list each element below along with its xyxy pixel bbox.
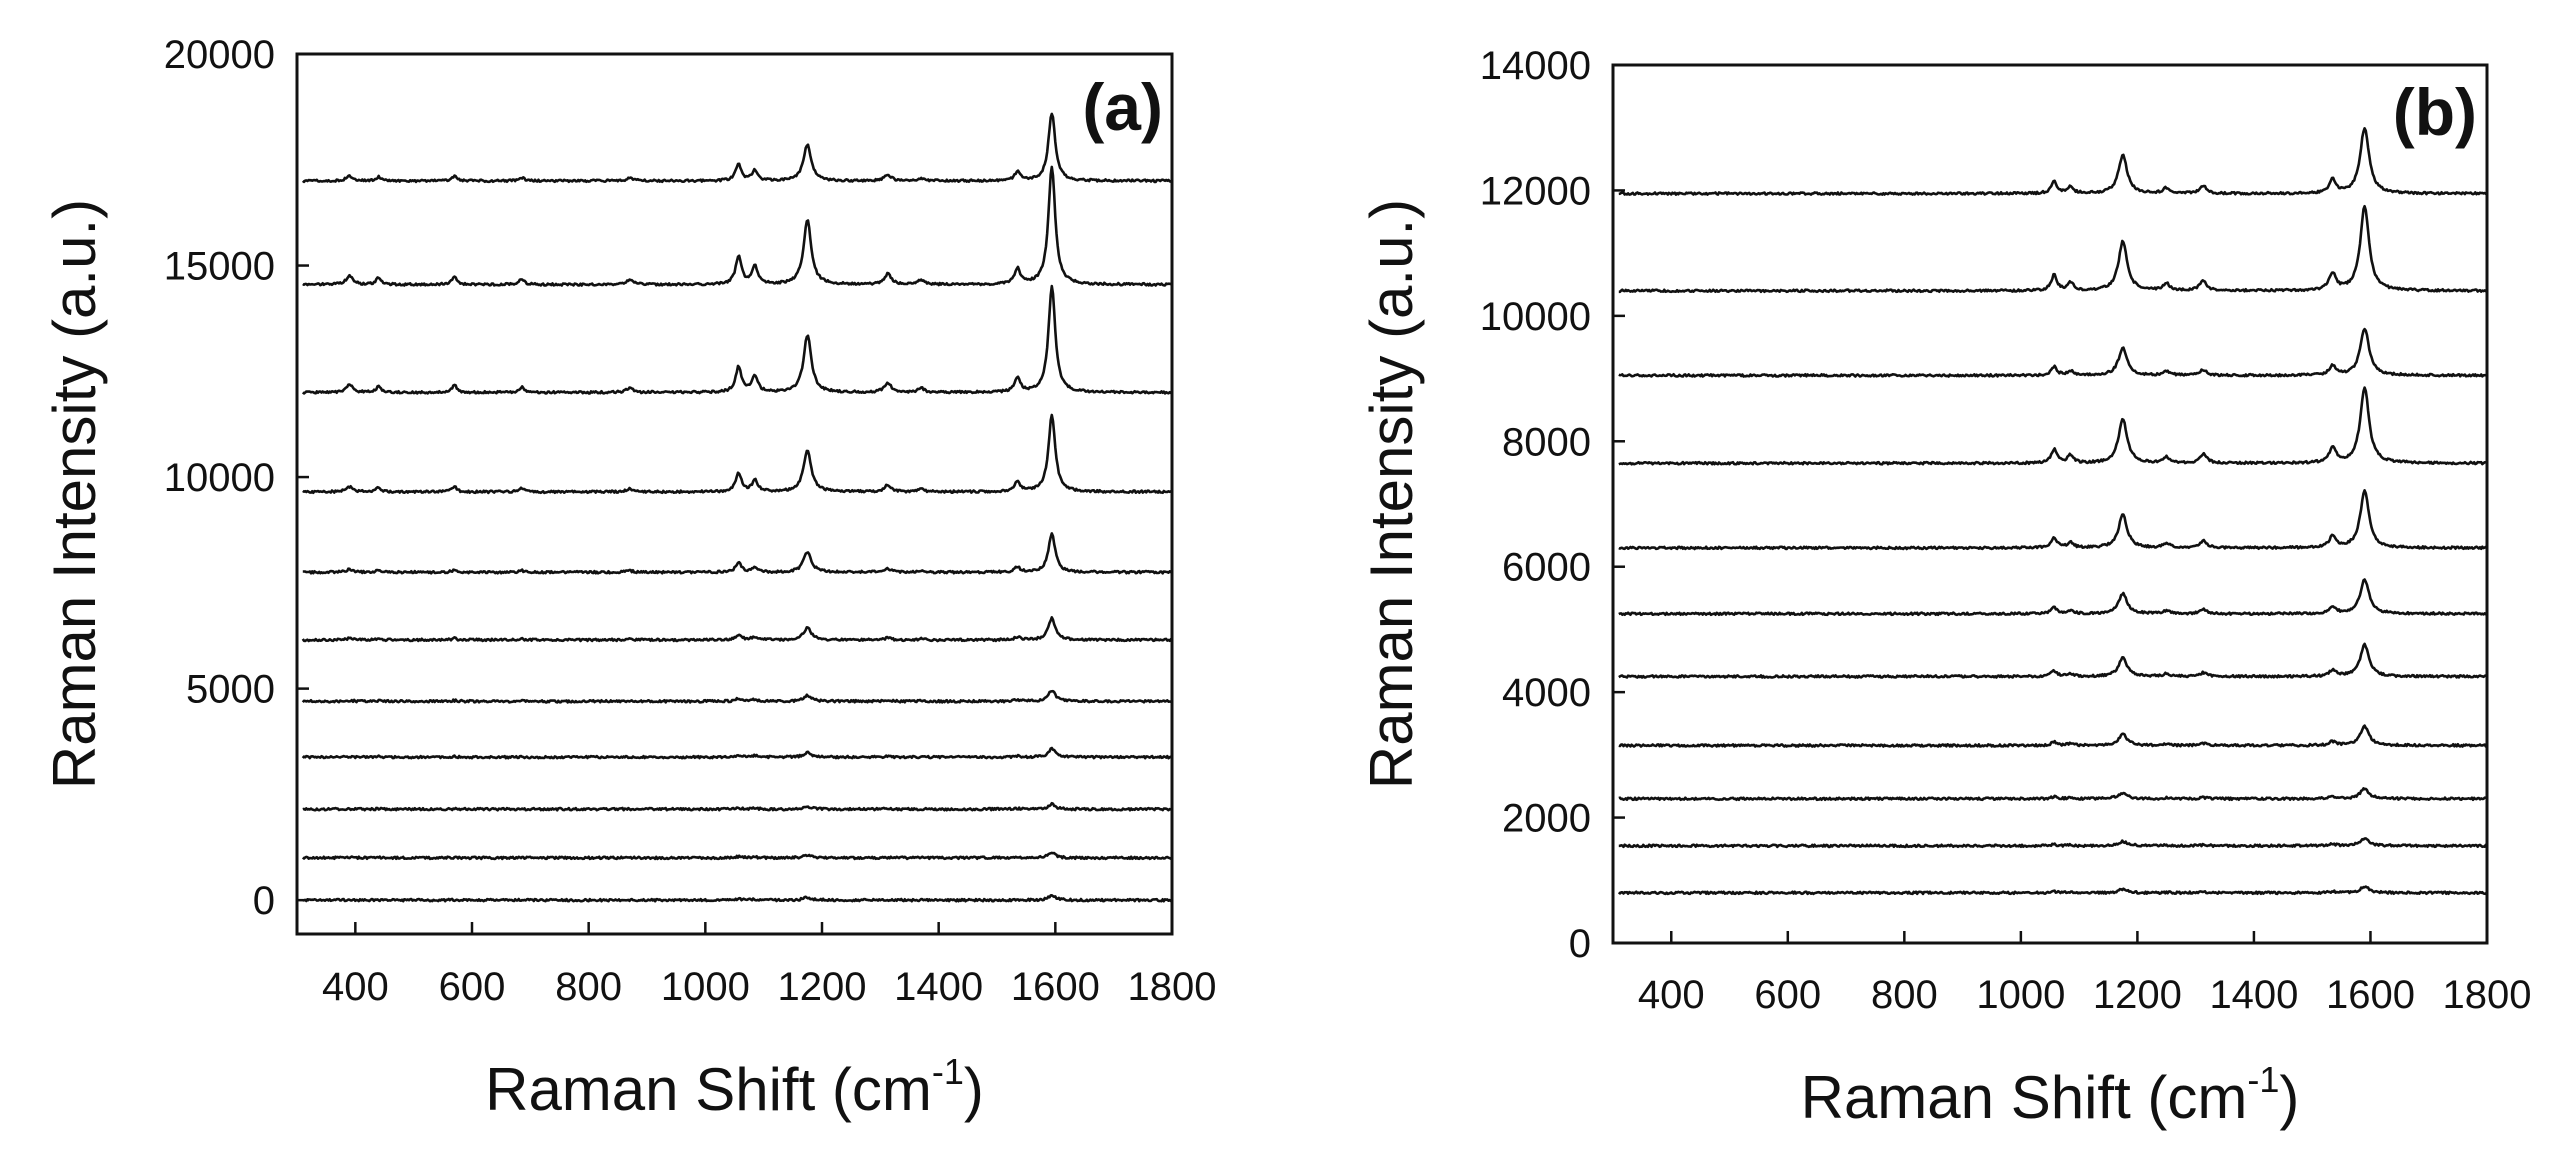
spectrum-line-2 xyxy=(301,851,1174,861)
panel-a-chart: 400 600 800 1000 1200 1400 1600 1800 0 5000 10000 1… xyxy=(41,33,1216,1123)
y-tick-label: 12000 xyxy=(1480,169,1591,213)
x-tick-label: 1200 xyxy=(778,965,867,1009)
y-tick-label: 10000 xyxy=(1480,295,1591,339)
x-tick-label: 1800 xyxy=(2443,973,2532,1017)
spectrum-line-10 xyxy=(1618,204,2488,294)
x-tick-label: 1800 xyxy=(1128,965,1217,1009)
y-axis-title: Raman Intensity (a.u.) xyxy=(1358,199,1425,789)
spectrum-line-10 xyxy=(302,165,1173,287)
spectrum-line-1 xyxy=(302,894,1174,903)
x-tick-label: 1000 xyxy=(1976,973,2065,1017)
panel-b-chart: 400 600 800 1000 1200 1400 1600 1800 0 2000 4000 60… xyxy=(1358,44,2531,1131)
y-tick-label: 20000 xyxy=(164,33,275,77)
x-axis-title: Raman Shift (cm-1) xyxy=(1801,1059,2300,1131)
y-tick-label: 15000 xyxy=(164,245,275,289)
spectrum-line-2 xyxy=(1618,837,2488,849)
x-axis-title-main: Raman Shift (cm xyxy=(485,1056,932,1123)
x-tick-label: 1600 xyxy=(1011,965,1100,1009)
y-tick-label: 4000 xyxy=(1502,671,1591,715)
x-axis-title-superscript: -1 xyxy=(932,1051,964,1092)
y-tick-label: 0 xyxy=(253,879,275,923)
x-tick-label: 800 xyxy=(1871,973,1938,1017)
x-tick-label: 800 xyxy=(555,965,622,1009)
y-axis-title: Raman Intensity (a.u.) xyxy=(41,199,108,789)
x-axis-title: Raman Shift (cm-1) xyxy=(485,1051,984,1123)
y-tick-label: 14000 xyxy=(1480,44,1591,88)
plot-frame xyxy=(295,52,1174,936)
x-tick-label: 600 xyxy=(439,965,506,1009)
panel-label: (a) xyxy=(1082,70,1163,144)
x-axis-title-main: Raman Shift (cm xyxy=(1801,1064,2248,1131)
spectrum-line-8 xyxy=(1618,386,2488,466)
spectrum-line-1 xyxy=(1617,885,2489,896)
panel-label: (b) xyxy=(2393,75,2477,149)
spectrum-line-5 xyxy=(1618,642,2488,679)
y-tick-label: 6000 xyxy=(1502,546,1591,590)
y-tick-label: 2000 xyxy=(1502,797,1591,841)
spectrum-line-11 xyxy=(301,112,1174,184)
spectrum-line-4 xyxy=(301,746,1173,760)
spectrum-line-9 xyxy=(1618,327,2488,378)
spectrum-line-6 xyxy=(301,616,1174,643)
y-tick-label: 5000 xyxy=(186,668,275,712)
spectrum-line-6 xyxy=(1618,578,2488,617)
y-tick-label: 8000 xyxy=(1502,420,1591,464)
spectrum-line-11 xyxy=(1618,127,2488,196)
spectrum-line-5 xyxy=(301,689,1173,704)
spectrum-line-8 xyxy=(302,413,1173,495)
spectrum-line-4 xyxy=(1618,724,2488,748)
plot-frame xyxy=(1611,63,2489,945)
spectrum-line-7 xyxy=(1618,489,2488,551)
x-tick-label: 1600 xyxy=(2326,973,2415,1017)
x-tick-label: 1000 xyxy=(661,965,750,1009)
y-tick-label: 0 xyxy=(1569,922,1591,966)
x-axis-title-end: ) xyxy=(964,1056,984,1123)
x-tick-label: 600 xyxy=(1754,973,1821,1017)
y-tick-label: 10000 xyxy=(164,456,275,500)
spectrum-line-9 xyxy=(301,284,1173,395)
spectrum-line-3 xyxy=(1618,787,2488,802)
x-tick-label: 1400 xyxy=(2209,973,2298,1017)
x-tick-label: 1400 xyxy=(894,965,983,1009)
x-tick-label: 400 xyxy=(1638,973,1705,1017)
spectrum-line-3 xyxy=(302,801,1173,812)
x-axis-title-end: ) xyxy=(2279,1064,2299,1131)
x-tick-label: 1200 xyxy=(2093,973,2182,1017)
x-tick-label: 400 xyxy=(322,965,389,1009)
x-axis-title-superscript: -1 xyxy=(2247,1059,2279,1100)
spectrum-line-7 xyxy=(302,532,1173,575)
